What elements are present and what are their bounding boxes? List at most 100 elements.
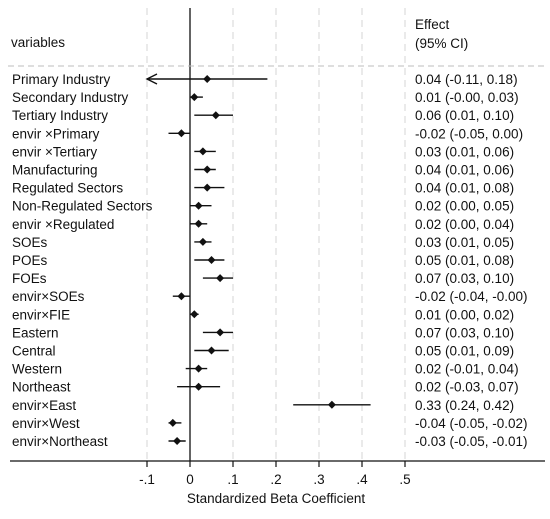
row-label: FOEs: [12, 271, 47, 286]
forest-row: envir×East 0.33 (0.24, 0.42): [12, 398, 514, 413]
forest-row: Non-Regulated Sectors 0.02 (0.00, 0.05): [12, 199, 514, 214]
point-estimate-marker: [190, 310, 199, 319]
row-effect-text: 0.02 (-0.03, 0.07): [415, 380, 519, 395]
row-effect-text: 0.33 (0.24, 0.42): [415, 398, 514, 413]
row-label: envir×SOEs: [12, 289, 85, 304]
point-estimate-marker: [190, 93, 199, 102]
row-effect-text: 0.03 (0.01, 0.06): [415, 144, 514, 159]
grid-lines: [146, 8, 406, 461]
row-effect-text: 0.05 (0.01, 0.08): [415, 253, 514, 268]
row-effect-text: 0.01 (0.00, 0.02): [415, 307, 514, 322]
row-label: Northeast: [12, 380, 71, 395]
point-estimate-marker: [203, 75, 212, 83]
x-axis: -.1 0 .1 .2 .3 .4 .5: [10, 460, 545, 487]
forest-row: POEs 0.05 (0.01, 0.08): [12, 253, 514, 268]
point-estimate-marker: [173, 437, 182, 445]
row-effect-text: -0.04 (-0.05, -0.02): [415, 416, 528, 431]
header-ci: (95% CI): [415, 36, 468, 51]
row-effect-text: 0.03 (0.01, 0.05): [415, 235, 514, 250]
row-label: Central: [12, 344, 56, 359]
x-tick-label: .3: [313, 472, 324, 487]
row-effect-text: 0.04 (0.01, 0.08): [415, 181, 514, 196]
row-label: POEs: [12, 253, 48, 268]
row-effect-text: 0.04 (-0.11, 0.18): [415, 72, 518, 87]
forest-row: Manufacturing 0.04 (0.01, 0.06): [12, 163, 514, 178]
point-estimate-marker: [198, 147, 207, 156]
row-label: Tertiary Industry: [12, 108, 108, 123]
row-effect-text: 0.02 (0.00, 0.05): [415, 199, 514, 214]
point-estimate-marker: [203, 183, 212, 192]
forest-row: SOEs 0.03 (0.01, 0.05): [12, 235, 514, 250]
forest-row: Regulated Sectors 0.04 (0.01, 0.08): [12, 181, 514, 196]
row-effect-text: 0.04 (0.01, 0.06): [415, 163, 514, 178]
point-estimate-marker: [177, 129, 186, 138]
forest-rows: Primary Industry 0.04 (-0.11, 0.18) Second…: [12, 72, 528, 449]
row-label: SOEs: [12, 235, 48, 250]
row-label: Manufacturing: [12, 163, 98, 178]
x-tick-label: 0: [186, 472, 194, 487]
forest-row: envir ×Tertiary 0.03 (0.01, 0.06): [12, 144, 514, 159]
row-effect-text: 0.06 (0.01, 0.10): [415, 108, 514, 123]
header-effect: Effect: [415, 17, 450, 32]
row-effect-text: 0.02 (-0.01, 0.04): [415, 362, 519, 377]
x-axis-title: Standardized Beta Coefficient: [187, 491, 366, 506]
point-estimate-marker: [168, 418, 177, 427]
point-estimate-marker: [198, 237, 207, 246]
row-label: Non-Regulated Sectors: [12, 199, 153, 214]
row-label: Eastern: [12, 325, 59, 340]
header-variables: variables: [11, 35, 65, 50]
forest-row: Eastern 0.07 (0.03, 0.10): [12, 325, 514, 340]
forest-row: Northeast 0.02 (-0.03, 0.07): [12, 380, 519, 395]
row-label: Primary Industry: [12, 72, 111, 87]
point-estimate-marker: [211, 111, 220, 120]
forest-row: FOEs 0.07 (0.03, 0.10): [12, 271, 514, 286]
forest-row: Primary Industry 0.04 (-0.11, 0.18): [12, 72, 518, 87]
row-effect-text: -0.03 (-0.05, -0.01): [415, 434, 528, 449]
row-label: envir×FIE: [12, 307, 70, 322]
point-estimate-marker: [216, 328, 225, 337]
x-tick-label: -.1: [139, 472, 155, 487]
ci-clip-arrow: [145, 73, 158, 85]
row-effect-text: 0.01 (-0.00, 0.03): [415, 90, 519, 105]
row-label: envir×Northeast: [12, 434, 108, 449]
forest-row: envir ×Primary -0.02 (-0.05, 0.00): [12, 126, 523, 141]
row-label: Western: [12, 362, 62, 377]
forest-row: Tertiary Industry 0.06 (0.01, 0.10): [12, 108, 514, 123]
forest-row: envir×FIE 0.01 (0.00, 0.02): [12, 307, 514, 322]
row-label: envir ×Tertiary: [12, 144, 97, 159]
row-label: envir×West: [12, 416, 80, 431]
x-tick-label: .4: [356, 472, 368, 487]
row-label: envir×East: [12, 398, 76, 413]
forest-row: Central 0.05 (0.01, 0.09): [12, 344, 514, 359]
row-effect-text: 0.07 (0.03, 0.10): [415, 325, 514, 340]
forest-row: Secondary Industry 0.01 (-0.00, 0.03): [12, 90, 519, 105]
x-tick-label: .2: [270, 472, 281, 487]
row-label: envir ×Primary: [12, 126, 100, 141]
x-tick-label: .5: [399, 472, 410, 487]
point-estimate-marker: [194, 364, 203, 373]
row-label: Regulated Sectors: [12, 181, 123, 196]
point-estimate-marker: [207, 256, 216, 264]
point-estimate-marker: [216, 274, 225, 283]
row-effect-text: -0.02 (-0.05, 0.00): [415, 126, 523, 141]
row-label: Secondary Industry: [12, 90, 129, 105]
point-estimate-marker: [327, 400, 336, 409]
row-label: envir ×Regulated: [12, 217, 114, 232]
x-tick-label: .1: [227, 472, 238, 487]
point-estimate-marker: [177, 292, 186, 301]
row-effect-text: 0.05 (0.01, 0.09): [415, 344, 514, 359]
forest-row: envir ×Regulated 0.02 (0.00, 0.04): [12, 217, 514, 232]
forest-row: envir×West -0.04 (-0.05, -0.02): [12, 416, 528, 431]
point-estimate-marker: [194, 219, 203, 228]
point-estimate-marker: [203, 165, 212, 174]
forest-row: Western 0.02 (-0.01, 0.04): [12, 362, 519, 377]
row-effect-text: 0.02 (0.00, 0.04): [415, 217, 514, 232]
point-estimate-marker: [207, 346, 216, 355]
forest-row: envir×SOEs -0.02 (-0.04, -0.00): [12, 289, 528, 304]
point-estimate-marker: [194, 382, 203, 391]
forest-row: envir×Northeast -0.03 (-0.05, -0.01): [12, 434, 528, 449]
row-effect-text: 0.07 (0.03, 0.10): [415, 271, 514, 286]
row-effect-text: -0.02 (-0.04, -0.00): [415, 289, 528, 304]
point-estimate-marker: [194, 201, 203, 210]
